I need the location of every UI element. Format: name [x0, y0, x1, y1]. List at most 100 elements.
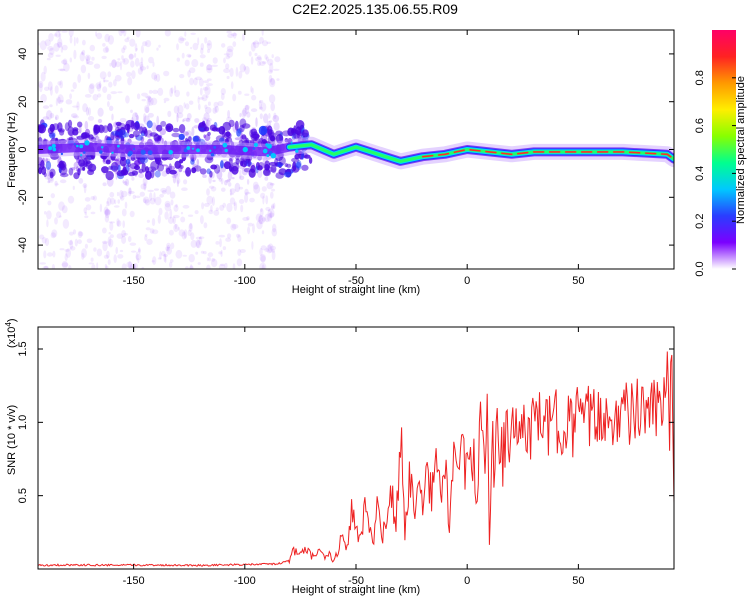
noise-speckle	[102, 241, 108, 252]
band-hotspot	[84, 140, 90, 146]
noise-speckle	[169, 87, 173, 97]
noise-speckle	[47, 52, 54, 58]
noise-speckle	[61, 59, 67, 65]
noise-speckle	[267, 58, 274, 66]
noise-speckle	[269, 245, 276, 251]
noise-speckle	[234, 137, 242, 141]
noise-speckle	[276, 78, 280, 81]
noise-speckle	[230, 223, 237, 231]
noise-speckle	[95, 31, 98, 37]
noise-speckle	[216, 169, 223, 180]
noise-speckle	[121, 235, 127, 244]
noise-speckle	[244, 188, 249, 196]
noise-speckle	[198, 97, 205, 100]
noise-speckle	[139, 61, 144, 68]
noise-speckle	[137, 67, 143, 75]
noise-speckle	[146, 95, 152, 100]
noise-speckle	[225, 63, 230, 70]
noise-speckle	[254, 52, 258, 57]
noise-speckle	[225, 55, 230, 60]
noise-speckle	[181, 52, 185, 59]
noise-speckle	[93, 63, 101, 69]
noise-speckle	[127, 236, 132, 243]
noise-speckle	[57, 81, 62, 86]
noise-speckle	[203, 112, 210, 121]
noise-speckle	[124, 201, 128, 209]
band-speckle	[166, 125, 171, 131]
noise-speckle	[108, 238, 114, 248]
noise-speckle	[111, 59, 117, 68]
noise-speckle	[197, 96, 200, 104]
noise-speckle	[135, 48, 138, 51]
noise-speckle	[68, 30, 74, 37]
noise-speckle	[202, 87, 209, 91]
band-speckle	[249, 129, 254, 137]
noise-speckle	[84, 120, 89, 130]
noise-speckle	[120, 190, 128, 198]
y-tick-label: 40	[17, 48, 29, 60]
noise-speckle	[158, 207, 163, 216]
noise-speckle	[90, 196, 95, 200]
band-speckle	[278, 156, 286, 166]
noise-speckle	[85, 204, 92, 211]
noise-speckle	[113, 159, 119, 161]
noise-speckle	[173, 105, 180, 114]
band-hotspot	[99, 150, 103, 154]
noise-speckle	[77, 230, 83, 239]
noise-speckle	[224, 262, 228, 269]
noise-speckle	[204, 104, 208, 110]
noise-speckle	[49, 47, 55, 56]
noise-speckle	[202, 117, 208, 122]
band-speckle	[206, 168, 211, 175]
noise-speckle	[154, 196, 162, 206]
colorbar: 0.0 0.2 0.4 0.6 0.8 Normalized spectral ampl…	[694, 30, 747, 277]
noise-speckle	[44, 86, 50, 92]
noise-speckle	[130, 60, 135, 68]
noise-speckle	[259, 100, 264, 104]
band-speckle	[247, 158, 251, 168]
noise-speckle	[140, 57, 144, 64]
noise-speckle	[135, 254, 142, 261]
noise-speckle	[259, 113, 263, 120]
noise-speckle	[43, 65, 47, 75]
noise-speckle	[73, 36, 76, 47]
noise-speckle	[103, 79, 109, 83]
noise-speckle	[83, 207, 87, 214]
noise-speckle	[73, 49, 77, 60]
noise-speckle	[227, 233, 232, 239]
noise-speckle	[188, 100, 194, 105]
noise-speckle	[132, 112, 139, 122]
noise-speckle	[211, 64, 218, 68]
noise-speckle	[169, 259, 174, 263]
noise-speckle	[77, 74, 82, 83]
noise-speckle	[181, 187, 188, 191]
noise-speckle	[78, 231, 84, 237]
noise-speckle	[120, 30, 125, 34]
x-tick-label: 0	[464, 575, 470, 587]
noise-speckle	[146, 65, 149, 70]
band-hotspot	[252, 147, 256, 150]
noise-speckle	[39, 82, 43, 93]
noise-speckle	[80, 51, 84, 55]
noise-speckle	[188, 54, 192, 58]
noise-speckle	[47, 81, 53, 91]
noise-speckle	[129, 242, 137, 246]
noise-speckle	[260, 245, 267, 251]
noise-speckle	[223, 68, 231, 74]
noise-speckle	[180, 211, 184, 215]
band-speckle	[146, 120, 153, 129]
noise-speckle	[239, 63, 246, 73]
noise-speckle	[130, 250, 137, 253]
noise-speckle	[149, 228, 155, 234]
noise-speckle	[96, 83, 102, 92]
noise-speckle	[101, 240, 108, 244]
noise-speckle	[195, 236, 201, 240]
noise-speckle	[260, 192, 266, 199]
noise-speckle	[170, 199, 174, 206]
noise-speckle	[176, 112, 184, 119]
noise-speckle	[169, 191, 176, 199]
noise-speckle	[233, 201, 238, 211]
noise-speckle	[269, 78, 276, 88]
band-speckle	[118, 129, 127, 139]
band-speckle	[287, 127, 295, 137]
